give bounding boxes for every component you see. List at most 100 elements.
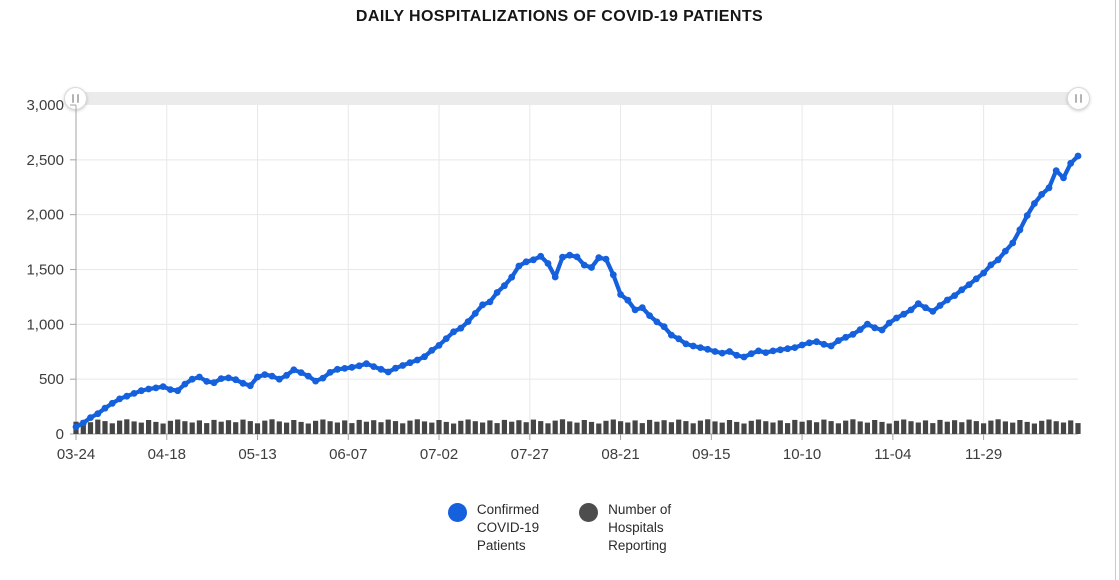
hospitals-reporting-bar — [915, 422, 921, 434]
confirmed-patients-point — [682, 340, 690, 348]
hospitals-reporting-bar — [371, 420, 377, 434]
hospitals-reporting-bar — [959, 422, 965, 434]
confirmed-patients-point — [972, 275, 980, 283]
hospitals-reporting-bar — [334, 422, 340, 434]
hospitals-reporting-bar — [618, 421, 624, 434]
hospitals-reporting-bar — [850, 419, 856, 434]
confirmed-patients-point — [384, 368, 392, 376]
hospitals-reporting-bar — [269, 419, 275, 434]
confirmed-patients-point — [951, 292, 958, 299]
confirmed-patients-point — [842, 333, 850, 341]
confirmed-patients-point — [232, 376, 240, 384]
hospitals-reporting-bar — [981, 423, 987, 434]
confirmed-patients-point — [609, 271, 617, 279]
confirmed-patients-point — [544, 260, 552, 267]
hospitals-reporting-bar — [509, 421, 515, 434]
hospitals-reporting-bar — [785, 423, 791, 434]
y-axis-label: 2,500 — [26, 152, 64, 169]
legend-label-line: Patients — [476, 537, 526, 553]
hospitals-reporting-bar — [843, 420, 849, 434]
y-axis-label: 1,500 — [26, 262, 64, 279]
hospitals-reporting-bar — [298, 421, 304, 434]
hospitals-reporting-bar — [305, 423, 311, 434]
timeline-range-slider-track[interactable] — [76, 92, 1079, 105]
confirmed-patients-point — [740, 353, 748, 361]
confirmed-patients-point — [595, 254, 603, 262]
confirmed-patients-point — [508, 273, 516, 281]
confirmed-patients-point — [943, 296, 951, 304]
confirmed-patients-point — [922, 304, 929, 312]
hospitals-reporting-bar — [378, 422, 384, 434]
hospitals-reporting-bar — [821, 419, 827, 434]
hospitals-reporting-bar — [937, 419, 943, 434]
confirmed-patients-point — [159, 383, 167, 390]
hospitals-reporting-bar — [109, 423, 115, 434]
confirmed-patients-point — [907, 306, 915, 314]
confirmed-patients-point — [319, 374, 327, 382]
x-axis-label: 03-24 — [57, 446, 95, 463]
hospitals-reporting-bar — [741, 423, 747, 434]
confirmed-patients-point — [653, 318, 661, 326]
confirmed-patients-point — [87, 414, 94, 421]
hospitals-reporting-bar — [748, 420, 754, 434]
widget-right-border — [1115, 0, 1116, 580]
hospitals-reporting-bar — [719, 422, 725, 434]
range-end-handle[interactable] — [1067, 87, 1090, 110]
confirmed-patients-point — [747, 350, 755, 358]
confirmed-patients-point — [885, 319, 893, 327]
x-axis-label: 09-15 — [692, 446, 730, 463]
confirmed-patients-point — [72, 423, 80, 431]
confirmed-patients-point — [94, 410, 102, 418]
hospitals-reporting-bar — [465, 419, 471, 434]
hospitals-reporting-bar — [291, 420, 297, 434]
confirmed-patients-point — [660, 323, 668, 331]
page-title: DAILY HOSPITALIZATIONS OF COVID-19 PATIE… — [355, 8, 764, 25]
hospitals-reporting-bar — [1046, 419, 1052, 434]
confirmed-patients-point — [363, 360, 370, 368]
hospitals-reporting-bar — [392, 421, 399, 434]
hospitals-reporting-bar — [342, 420, 348, 434]
confirmed-patients-point — [1002, 247, 1009, 255]
hospitals-reporting-bar — [988, 420, 994, 434]
hospitals-reporting-bar — [211, 419, 217, 434]
legend-label-hospitals: Number of Hospitals Reporting — [608, 501, 671, 555]
hospitals-reporting-bar — [995, 419, 1001, 434]
confirmed-patients-point — [355, 362, 363, 370]
hospitals-reporting-bar — [901, 419, 907, 434]
hospitals-reporting-bar — [240, 419, 246, 434]
confirmed-patients-point — [174, 387, 182, 395]
confirmed-patients-point — [435, 342, 443, 349]
hospitals-reporting-bar — [952, 420, 958, 434]
confirmed-patients-point — [196, 373, 203, 381]
hospitals-reporting-bar — [523, 422, 529, 434]
confirmed-patients-point — [893, 314, 900, 322]
x-axis-label: 11-29 — [965, 446, 1002, 463]
confirmed-patients-point — [929, 308, 937, 315]
confirmed-patients-point — [813, 338, 820, 346]
legend-label-line: Number of — [608, 502, 672, 517]
confirmed-patients-point — [370, 363, 378, 370]
confirmed-patients-point — [718, 349, 726, 357]
confirmed-patients-point — [689, 342, 697, 350]
legend-label-line: COVID-19 — [476, 519, 540, 535]
legend-item-confirmed-patients[interactable]: Confirmed COVID-19 Patients — [447, 501, 540, 555]
confirmed-patients-point — [275, 375, 283, 383]
hospitals-reporting-bar — [175, 419, 181, 434]
hospitals-reporting-bar — [857, 421, 863, 434]
hospitals-reporting-bar — [138, 422, 144, 434]
hospitals-reporting-bar — [828, 421, 834, 434]
hospitals-reporting-bar — [559, 419, 566, 434]
y-axis-label: 0 — [56, 426, 64, 443]
confirmed-patients-point — [471, 310, 479, 317]
hospitals-reporting-bar — [480, 422, 486, 434]
confirmed-patients-point — [638, 304, 646, 312]
hospitals-reporting-bar — [356, 419, 362, 434]
legend-item-hospitals-reporting[interactable]: Number of Hospitals Reporting — [579, 501, 671, 555]
confirmed-patients-point — [827, 342, 835, 350]
hospitals-reporting-bar — [1031, 423, 1037, 434]
confirmed-patients-point — [210, 379, 218, 387]
confirmed-patients-point — [442, 335, 450, 342]
hospitals-reporting-bar — [233, 422, 239, 434]
hospitals-reporting-bar — [436, 420, 442, 434]
confirmed-patients-point — [203, 378, 211, 385]
